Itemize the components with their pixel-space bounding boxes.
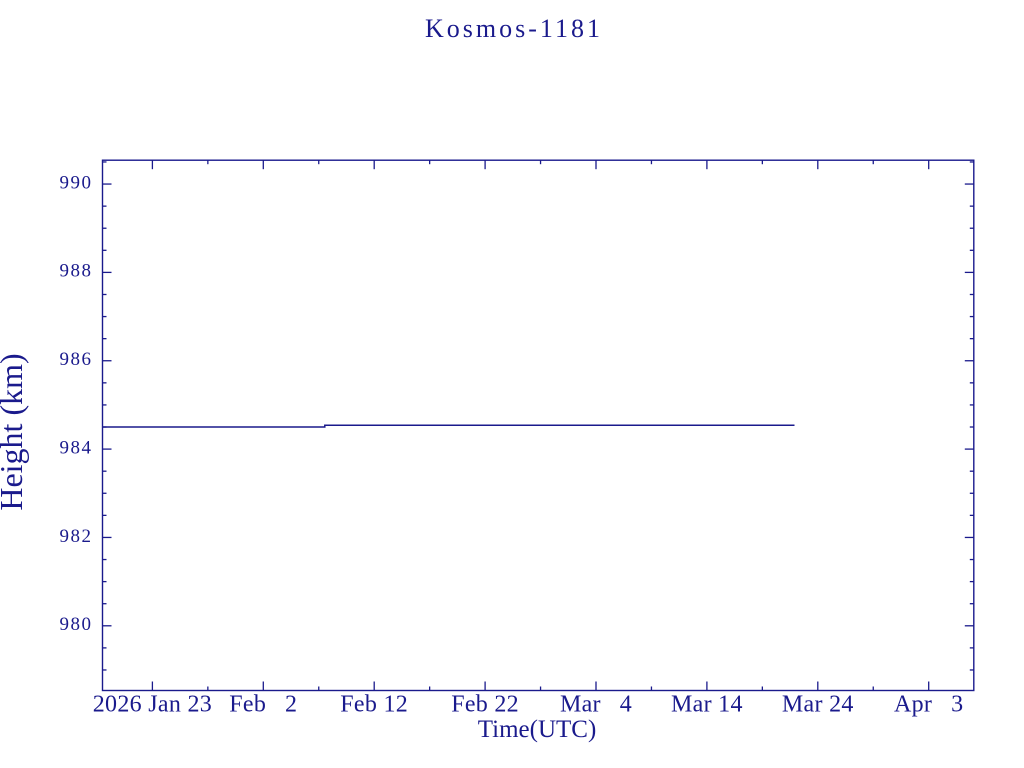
svg-text:990: 990 (60, 172, 93, 193)
svg-text:Mar 24: Mar 24 (782, 692, 854, 718)
svg-text:Feb 22: Feb 22 (451, 692, 519, 718)
svg-text:Feb 12: Feb 12 (340, 692, 408, 718)
svg-text:Height (km): Height (km) (0, 353, 29, 510)
svg-text:Mar 14: Mar 14 (671, 692, 743, 718)
svg-text:980: 980 (60, 614, 93, 635)
svg-text:Mar 4: Mar 4 (560, 692, 632, 718)
svg-text:Apr 3: Apr 3 (894, 692, 963, 718)
svg-text:988: 988 (60, 261, 93, 282)
svg-text:986: 986 (60, 349, 93, 370)
svg-text:982: 982 (60, 526, 93, 547)
svg-text:2026 Jan 23: 2026 Jan 23 (93, 692, 212, 718)
svg-text:Time(UTC): Time(UTC) (478, 716, 597, 743)
svg-text:Kosmos-1181: Kosmos-1181 (425, 14, 603, 43)
svg-text:Feb 2: Feb 2 (229, 692, 297, 718)
svg-text:984: 984 (60, 437, 93, 458)
